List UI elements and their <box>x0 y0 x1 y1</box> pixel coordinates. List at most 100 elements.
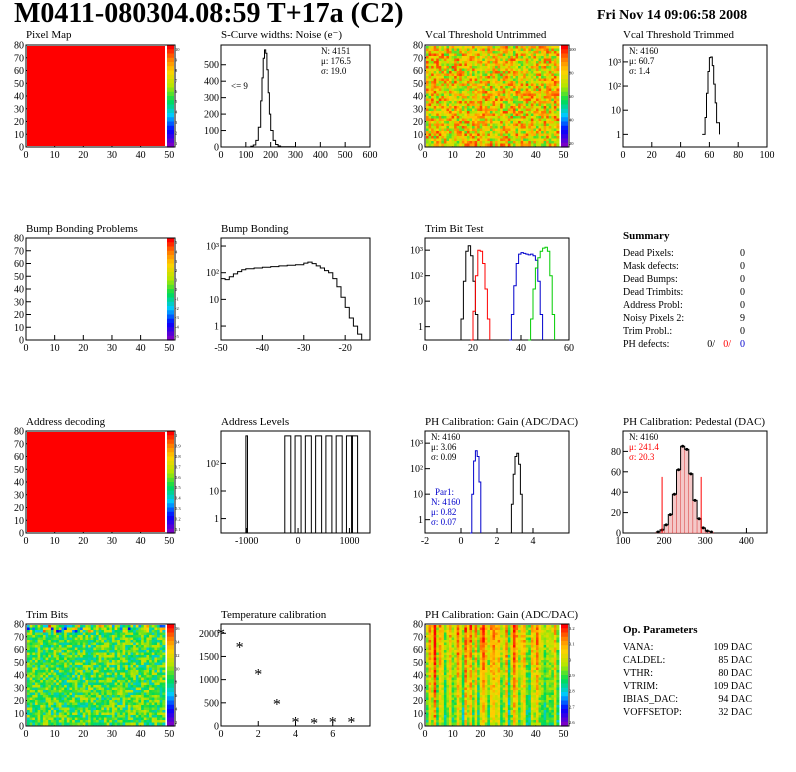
ph-gain-map-heatmap-cell <box>436 722 440 726</box>
trim-bits-heatmap-cell <box>69 647 73 651</box>
vcal-untrimmed-heatmap-cell <box>426 113 429 117</box>
trim-bits-heatmap-cell <box>29 710 33 713</box>
vcal-untrimmed-heatmap-cell <box>484 103 488 107</box>
vcal-untrimmed-heatmap-cell <box>541 133 545 137</box>
trim-bits-heatmap-cell <box>135 692 139 696</box>
vcal-untrimmed-heatmap-cell <box>466 66 470 69</box>
vcal-untrimmed-heatmap-cell <box>479 131 483 134</box>
vcal-untrimmed-heatmap-cell <box>502 81 506 84</box>
trim-bits-heatmap-cell <box>77 720 81 723</box>
trim-bits-heatmap-cell <box>143 667 147 671</box>
trim-bits-heatmap-cell <box>80 640 84 643</box>
trim-bits-heatmap-cell <box>141 625 145 628</box>
trim-bits-heatmap-cell <box>40 692 44 696</box>
trim-bits-heatmap-cell <box>37 700 41 703</box>
trim-bits-heatmap-cell <box>159 670 163 673</box>
vcal-untrimmed-heatmap-cell <box>489 48 493 52</box>
vcal-untrimmed-heatmap-cell <box>436 73 440 77</box>
trim-bits-heatmap-cell <box>37 705 41 708</box>
vcal-untrimmed-heatmap-cell <box>502 93 506 97</box>
trim-bits-heatmap-cell <box>133 650 137 653</box>
trim-bits-heatmap-cell <box>135 625 139 628</box>
trim-bits-heatmap-cell <box>135 650 139 653</box>
vcal-untrimmed-heatmap-cell <box>436 133 440 137</box>
vcal-untrimmed-heatmap-cell <box>449 88 452 92</box>
trim-bits-heatmap-cell <box>80 647 84 651</box>
trim-bits-heatmap-cell <box>103 665 108 668</box>
vcal-untrimmed-heatmap-cell <box>546 63 550 67</box>
vcal-untrimmed-heatmap-cell <box>541 71 545 74</box>
trim-bits-heatmap-cell <box>69 692 73 696</box>
trim-bits-heatmap-cell <box>66 690 70 693</box>
trim-bits-heatmap-cell <box>53 695 57 698</box>
vcal-untrimmed-heatmap-cell <box>484 61 488 64</box>
vcal-untrimmed-heatmap-cell <box>515 121 519 124</box>
trim-bits-heatmap-cell <box>106 662 110 666</box>
trim-bits-heatmap-cell <box>50 690 54 693</box>
vcal-untrimmed-heatmap-cell <box>489 126 493 129</box>
trim-bits-heatmap-cell <box>82 637 86 641</box>
vcal-untrimmed-heatmap-cell <box>451 138 455 142</box>
trim-bits-heatmap-cell <box>42 637 46 641</box>
vcal-untrimmed-heatmap-cell <box>446 106 450 109</box>
vcal-untrimmed-heatmap-cell <box>543 133 547 137</box>
trim-bits-heatmap-cell <box>58 632 62 636</box>
vcal-untrimmed-heatmap-cell <box>546 103 550 107</box>
trim-bits-heatmap-cell <box>119 647 123 651</box>
trim-bits-heatmap-cell <box>141 667 145 671</box>
trim-bits-heatmap-cell <box>85 717 89 721</box>
pixel-map-colorbar-cell <box>167 79 174 84</box>
vcal-untrimmed-heatmap-cell <box>456 66 460 69</box>
vcal-untrimmed-ytick-label: 20 <box>413 117 423 128</box>
trim-bits-heatmap-cell <box>29 630 33 633</box>
trim-bits-heatmap-cell <box>130 627 134 631</box>
trim-bits-heatmap-cell <box>37 712 41 716</box>
trim-bits-heatmap-cell <box>130 710 134 713</box>
vcal-untrimmed-heatmap-cell <box>433 106 437 109</box>
address-decoding-colorbar-label: 0.7 <box>175 464 181 469</box>
vcal-untrimmed-heatmap-cell <box>553 123 557 127</box>
ph-gain-map-heatmap-cell <box>431 645 435 648</box>
trim-bits-heatmap-cell <box>106 635 110 638</box>
vcal-untrimmed-heatmap-cell <box>492 138 496 142</box>
ph-gain-map-heatmap-cell <box>433 720 437 723</box>
vcal-untrimmed-heatmap-cell <box>479 88 483 92</box>
trim-bits-heatmap-cell <box>111 645 115 648</box>
vcal-untrimmed-heatmap-cell <box>469 53 473 57</box>
trim-bits-heatmap-cell <box>96 710 100 713</box>
trim-bits-heatmap-cell <box>106 660 110 663</box>
trim-bits-heatmap-cell <box>133 665 137 668</box>
vcal-untrimmed-heatmap-cell <box>492 96 496 99</box>
trim-bits-heatmap-cell <box>101 650 105 653</box>
vcal-untrimmed-heatmap-cell <box>474 88 478 92</box>
vcal-untrimmed-heatmap-cell <box>538 141 542 144</box>
trim-bits-heatmap-cell <box>146 705 150 708</box>
trim-bits-heatmap-cell <box>141 722 145 726</box>
vcal-untrimmed-heatmap-cell <box>454 141 458 144</box>
trim-bits-heatmap-cell <box>143 682 147 686</box>
trim-bits-heatmap-cell <box>130 697 134 701</box>
trim-bits-heatmap-cell <box>82 712 86 716</box>
vcal-untrimmed-heatmap-cell <box>556 116 560 119</box>
trim-bits-heatmap-cell <box>29 722 33 726</box>
trim-bits-heatmap-cell <box>90 722 94 726</box>
trim-bits-heatmap-cell <box>146 660 150 663</box>
vcal-untrimmed-heatmap-cell <box>528 93 532 97</box>
trim-bits-heatmap-cell <box>151 657 155 661</box>
trim-bits-heatmap-cell <box>90 690 94 693</box>
trim-bits-heatmap-cell <box>141 697 145 701</box>
trim-bits-heatmap-cell <box>74 627 78 631</box>
trim-bits-heatmap-cell <box>149 722 153 726</box>
trim-bits-heatmap-cell <box>98 722 102 726</box>
vcal-untrimmed-heatmap-cell <box>556 128 560 132</box>
trim-bits-heatmap-cell <box>85 710 89 713</box>
trim-bits-heatmap-cell <box>98 647 102 651</box>
vcal-untrimmed-heatmap-cell <box>535 91 539 94</box>
trim-bits-heatmap-cell <box>141 660 145 663</box>
vcal-untrimmed-heatmap-cell <box>461 123 465 127</box>
trim-bits-heatmap-cell <box>50 692 54 696</box>
trim-bits-heatmap-cell <box>53 630 57 633</box>
vcal-untrimmed-heatmap-cell <box>456 91 460 94</box>
trim-bits-heatmap-cell <box>109 640 113 643</box>
vcal-untrimmed-heatmap-cell <box>482 111 486 114</box>
